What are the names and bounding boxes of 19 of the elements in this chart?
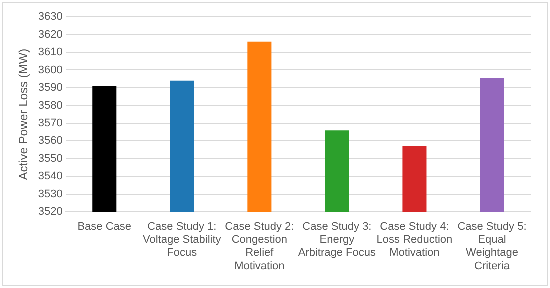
y-tick-label: 3590 — [38, 82, 63, 94]
y-tick-label: 3620 — [38, 28, 63, 41]
y-tick-label: 3540 — [38, 170, 63, 183]
y-tick-label: 3610 — [38, 46, 63, 59]
y-tick-label: 3580 — [38, 100, 63, 112]
y-tick-label: 3630 — [38, 11, 63, 24]
x-tick-label: Case Study 5: Equal Weightage Criteria — [458, 220, 527, 272]
x-tick-label: Case Study 1: Voltage Stability Focus — [143, 220, 222, 260]
x-tick-label: Case Study 2: Congestion Relief Motivation — [225, 220, 294, 272]
y-tick-label: 3570 — [38, 118, 63, 130]
y-tick-label: 3530 — [38, 188, 63, 200]
y-tick-label: 3560 — [38, 135, 63, 148]
x-tick-label: Base Case — [78, 220, 132, 233]
x-tick-label: Case Study 4: Loss Reduction Motivation — [376, 220, 453, 260]
y-tick-label: 3550 — [38, 152, 63, 165]
y-tick-label: 3520 — [38, 206, 63, 218]
x-tick-label: Case Study 3: Energy Arbitrage Focus — [298, 220, 377, 260]
y-axis-title: Active Power Loss (MW) — [16, 48, 31, 180]
y-tick-label: 3600 — [38, 64, 63, 76]
